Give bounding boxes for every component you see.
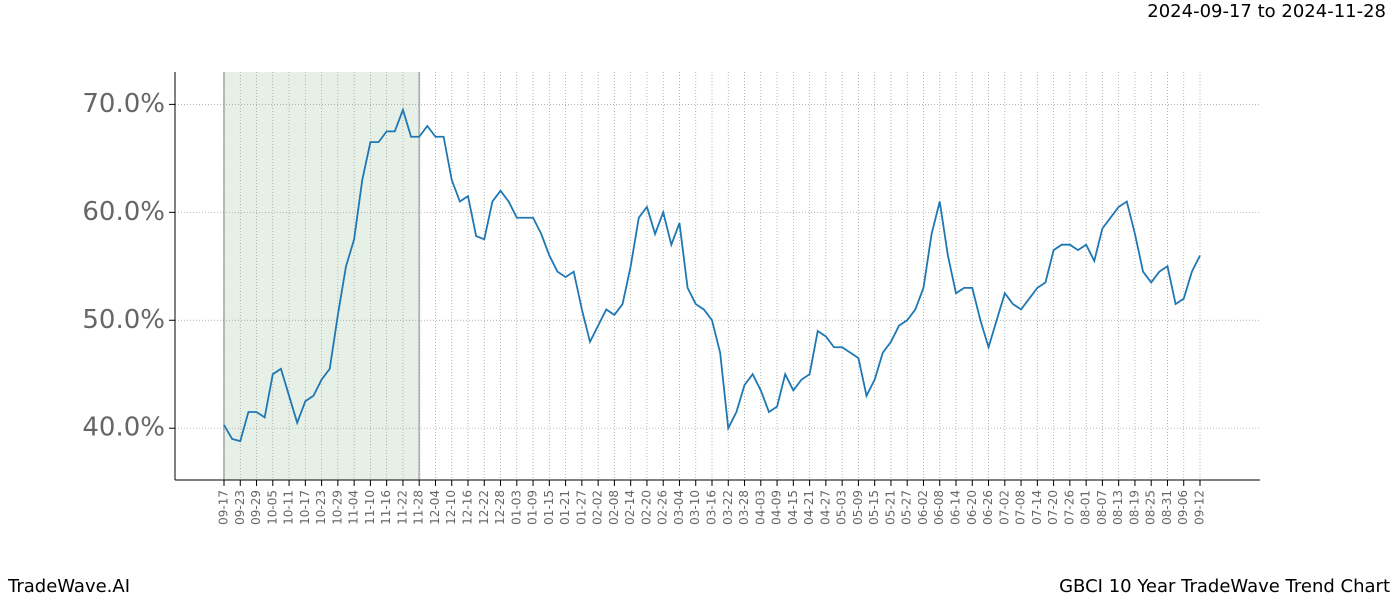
- x-tick-label: 06-20: [965, 490, 979, 525]
- x-tick-label: 12-28: [493, 490, 507, 525]
- x-tick-label: 03-10: [688, 490, 702, 525]
- x-tick-label: 11-04: [347, 490, 361, 525]
- x-tick-label: 11-16: [379, 490, 393, 525]
- x-tick-label: 08-19: [1127, 490, 1141, 525]
- x-tick-label: 01-09: [526, 490, 540, 525]
- x-tick-label: 02-02: [591, 490, 605, 525]
- y-tick-label: 40.0%: [82, 413, 165, 443]
- y-tick-label: 70.0%: [82, 89, 165, 119]
- x-tick-label: 04-27: [818, 490, 832, 525]
- x-tick-label: 08-07: [1095, 490, 1109, 525]
- x-tick-label: 09-29: [249, 490, 263, 525]
- x-tick-label: 05-09: [851, 490, 865, 525]
- x-tick-label: 06-14: [949, 490, 963, 525]
- x-tick-label: 01-21: [558, 490, 572, 525]
- x-tick-label: 08-01: [1079, 490, 1093, 525]
- chart-title: GBCI 10 Year TradeWave Trend Chart: [1059, 576, 1390, 597]
- x-tick-label: 12-10: [444, 490, 458, 525]
- date-range: 2024-09-17 to 2024-11-28: [1147, 1, 1386, 22]
- x-tick-label: 08-31: [1160, 490, 1174, 525]
- x-tick-label: 07-08: [1014, 490, 1028, 525]
- x-tick-label: 11-22: [395, 490, 409, 525]
- x-tick-label: 05-21: [883, 490, 897, 525]
- y-tick-label: 60.0%: [82, 197, 165, 227]
- x-tick-label: 06-08: [932, 490, 946, 525]
- x-tick-label: 07-26: [1062, 490, 1076, 525]
- x-tick-label: 04-15: [786, 490, 800, 525]
- x-tick-label: 09-12: [1193, 490, 1207, 525]
- x-tick-label: 02-08: [607, 490, 621, 525]
- x-tick-label: 02-14: [623, 490, 637, 525]
- x-tick-label: 10-05: [265, 490, 279, 525]
- y-tick-label: 50.0%: [82, 305, 165, 335]
- x-tick-label: 11-10: [363, 490, 377, 525]
- x-tick-label: 10-29: [330, 490, 344, 525]
- x-tick-label: 07-20: [1046, 490, 1060, 525]
- x-tick-label: 04-09: [770, 490, 784, 525]
- x-tick-label: 09-17: [217, 490, 231, 525]
- x-tick-label: 05-03: [835, 490, 849, 525]
- x-tick-label: 05-27: [900, 490, 914, 525]
- brand: TradeWave.AI: [7, 576, 130, 597]
- x-tick-label: 08-25: [1144, 490, 1158, 525]
- x-tick-label: 06-02: [916, 490, 930, 525]
- x-tick-label: 08-13: [1111, 490, 1125, 525]
- x-tick-label: 03-16: [705, 490, 719, 525]
- x-tick-label: 10-17: [298, 490, 312, 525]
- x-tick-label: 12-22: [477, 490, 491, 525]
- x-tick-label: 01-15: [542, 490, 556, 525]
- x-tick-label: 04-03: [753, 490, 767, 525]
- x-tick-label: 07-02: [997, 490, 1011, 525]
- trend-line: [223, 106, 1201, 443]
- x-tick-label: 06-26: [981, 490, 995, 525]
- x-tick-label: 04-21: [802, 490, 816, 525]
- x-tick-label: 05-15: [867, 490, 881, 525]
- x-tick-label: 01-27: [574, 490, 588, 525]
- x-tick-label: 11-28: [412, 490, 426, 525]
- x-tick-label: 09-23: [233, 490, 247, 525]
- x-tick-label: 10-23: [314, 490, 328, 525]
- x-tick-label: 12-04: [428, 490, 442, 525]
- x-tick-label: 02-20: [639, 490, 653, 525]
- x-tick-label: 03-28: [737, 490, 751, 525]
- x-tick-label: 03-22: [721, 490, 735, 525]
- x-tick-label: 12-16: [461, 490, 475, 525]
- x-tick-label: 10-11: [282, 490, 296, 525]
- x-tick-label: 09-06: [1176, 490, 1190, 525]
- x-tick-label: 02-26: [656, 490, 670, 525]
- x-tick-label: 01-03: [509, 490, 523, 525]
- x-tick-label: 07-14: [1030, 490, 1044, 525]
- x-tick-label: 03-04: [672, 490, 686, 525]
